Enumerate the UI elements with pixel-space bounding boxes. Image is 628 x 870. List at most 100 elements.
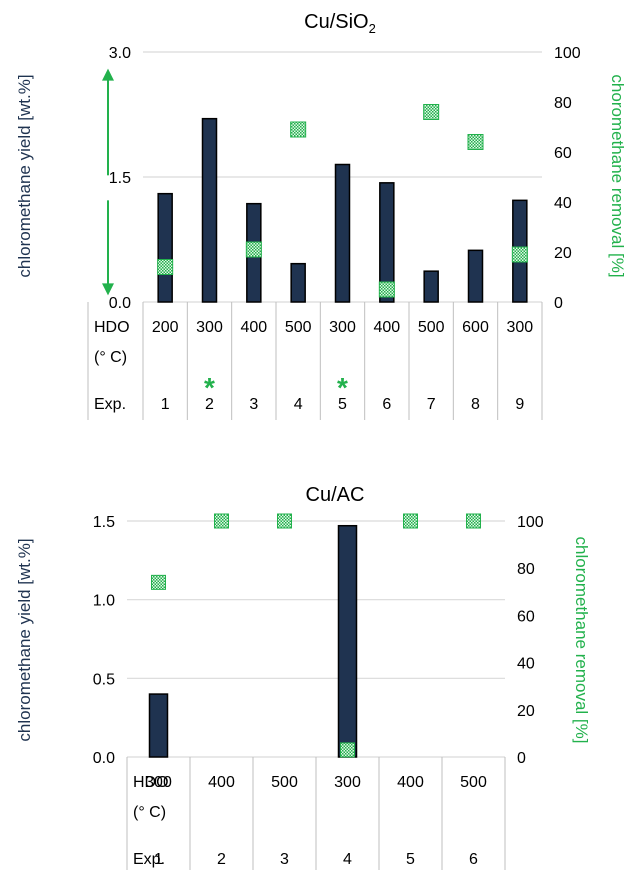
right-tick-label: 60 (554, 145, 572, 162)
removal-marker (378, 281, 395, 298)
right-tick-label: 0 (554, 295, 563, 312)
chart-2-table: HDO (° C) Exp. 300 1 400 2 500 3 300 4 400 5 500 6 (126, 757, 506, 870)
row-label-exp: Exp. (133, 851, 165, 868)
right-tick-label: 0 (517, 750, 526, 767)
removal-marker (403, 513, 418, 529)
hdo-temperature: 400 (397, 774, 424, 791)
removal-marker (466, 513, 481, 529)
asterisk-marker: * (204, 372, 215, 403)
chart-1-left-ticks: 0.0 1.5 3.0 (109, 45, 131, 312)
chart-2-right-ticks: 0 20 40 60 80 100 (517, 514, 544, 767)
row-label-unit: (° C) (133, 804, 166, 821)
row-label-hdo: HDO (133, 774, 169, 791)
chart-2-gridlines (127, 520, 505, 758)
experiment-number: 2 (217, 851, 226, 868)
yield-bar (290, 262, 306, 303)
arrow-head-up (102, 68, 114, 81)
removal-marker (214, 513, 229, 529)
removal-marker (467, 134, 484, 150)
left-tick-label: 0.0 (93, 750, 115, 767)
experiment-number: 8 (471, 396, 480, 413)
chart-2-left-axis-label: chloromethane yield [wt.%] (15, 538, 34, 741)
right-tick-label: 60 (517, 608, 535, 625)
removal-marker (511, 246, 528, 263)
yield-bar (157, 192, 173, 303)
yield-bar (201, 117, 218, 303)
left-tick-label: 3.0 (109, 45, 131, 62)
row-label-exp: Exp. (94, 396, 126, 413)
experiment-number: 1 (161, 396, 170, 413)
right-tick-label: 40 (554, 195, 572, 212)
left-tick-label: 1.5 (93, 514, 115, 531)
chart-1-left-axis-label: chloromethane yield [wt.%] (15, 74, 34, 277)
hdo-temperature: 500 (460, 774, 487, 791)
chart-cu-sio2: Cu/SiO2 chloromethane yield [wt.%] choro… (15, 11, 627, 420)
right-tick-label: 20 (517, 703, 535, 720)
chart-2-left-ticks: 0.0 0.5 1.0 1.5 (93, 514, 115, 767)
chart-1-table: HDO (° C) Exp. 200 1 300 2 400 3 500 4 300 5 400 6 500 7… (87, 302, 543, 420)
right-tick-label: 80 (554, 95, 572, 112)
hdo-temperature: 500 (285, 319, 312, 336)
experiment-number: 6 (469, 851, 478, 868)
hdo-temperature: 300 (334, 774, 361, 791)
removal-marker (151, 574, 166, 590)
experiment-number: 4 (294, 396, 303, 413)
experiment-number: 3 (249, 396, 258, 413)
removal-marker (340, 742, 355, 758)
removal-marker (277, 513, 292, 529)
chart-2-bars (148, 524, 358, 758)
experiment-number: 7 (427, 396, 436, 413)
chart-1-right-axis-label: choromethane removal [%] (608, 74, 627, 277)
hdo-temperature: 300 (506, 319, 533, 336)
chart-2-title: Cu/AC (306, 484, 365, 506)
yield-bar (379, 182, 395, 303)
hdo-temperature: 200 (152, 319, 179, 336)
chart-1-title: Cu/SiO2 (304, 11, 376, 36)
removal-marker (245, 241, 262, 258)
right-tick-label: 20 (554, 245, 572, 262)
hdo-temperature: 500 (271, 774, 298, 791)
chart-1-range-arrow (102, 68, 114, 296)
experiment-number: 6 (382, 396, 391, 413)
arrow-head-down (102, 283, 114, 296)
yield-bar (337, 524, 358, 758)
experiment-number: 3 (280, 851, 289, 868)
left-tick-label: 1.5 (109, 170, 131, 187)
hdo-temperature: 400 (373, 319, 400, 336)
hdo-temperature: 300 (329, 319, 356, 336)
hdo-temperature: 500 (418, 319, 445, 336)
removal-marker (157, 259, 174, 275)
row-label-unit: (° C) (94, 349, 127, 366)
hdo-temperature: 400 (240, 319, 267, 336)
experiment-number: 1 (154, 851, 163, 868)
experiment-number: 9 (515, 396, 524, 413)
right-tick-label: 100 (517, 514, 544, 531)
experiment-number: 2 (205, 396, 214, 413)
yield-bar (148, 693, 169, 758)
left-tick-label: 1.0 (93, 593, 115, 610)
yield-bar (467, 249, 484, 303)
chart-2-right-axis-label: chloromethane removal [%] (572, 537, 591, 744)
left-tick-label: 0.5 (93, 671, 115, 688)
experiment-number: 5 (338, 396, 347, 413)
right-tick-label: 80 (517, 561, 535, 578)
yield-bar (423, 270, 439, 303)
hdo-temperature: 600 (462, 319, 489, 336)
hdo-temperature: 300 (145, 774, 172, 791)
chart-1-markers (157, 104, 528, 298)
hdo-temperature: 400 (208, 774, 235, 791)
right-tick-label: 100 (554, 45, 581, 62)
hdo-temperature: 300 (196, 319, 223, 336)
chart-cu-ac: Cu/AC chloromethane yield [wt.%] chlorom… (15, 484, 591, 870)
removal-marker (290, 121, 307, 138)
chart-1-right-ticks: 0 20 40 60 80 100 (554, 45, 581, 312)
experiment-number: 4 (343, 851, 352, 868)
left-tick-label: 0.0 (109, 295, 131, 312)
chart-2-markers (151, 513, 481, 758)
removal-marker (423, 104, 440, 120)
right-tick-label: 40 (517, 656, 535, 673)
experiment-number: 5 (406, 851, 415, 868)
row-label-hdo: HDO (94, 319, 130, 336)
yield-bar (334, 163, 351, 303)
